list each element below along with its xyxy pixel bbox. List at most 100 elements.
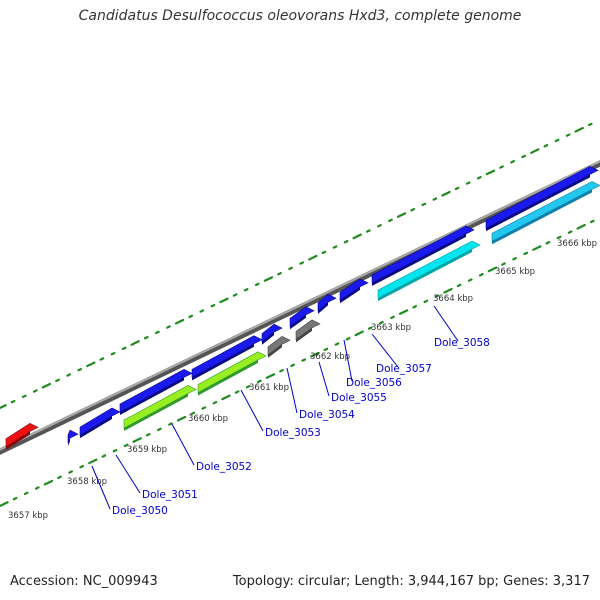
- lower-tick-minor: [501, 262, 506, 266]
- gene-arrow-dole-3053[interactable]: [197, 351, 267, 396]
- upper-tick-major: [352, 233, 362, 240]
- kbp-label: 3664 kbp: [433, 294, 473, 304]
- gene-label-dole-3051[interactable]: Dole_3051: [142, 489, 198, 501]
- upper-tick-minor: [166, 325, 171, 329]
- lower-tick-minor: [467, 278, 473, 282]
- lower-tick-minor: [345, 337, 351, 341]
- kbp-label: 3660 kbp: [188, 414, 228, 424]
- lower-tick-major: [576, 223, 586, 230]
- lower-tick-major: [132, 437, 142, 443]
- gene-arrow-upper-2[interactable]: [191, 335, 263, 381]
- upper-tick-minor: [543, 144, 549, 148]
- gene-arrow-small-3[interactable]: [317, 293, 337, 314]
- upper-tick-minor: [388, 218, 393, 223]
- gene-label-dole-3054[interactable]: Dole_3054: [299, 409, 355, 421]
- gene-arrow-dole-3057[interactable]: [371, 225, 475, 286]
- gene-label-dole-3056[interactable]: Dole_3056: [346, 377, 402, 389]
- lower-tick-major: [43, 479, 54, 486]
- gene-label-dole-3052[interactable]: Dole_3052: [196, 461, 252, 473]
- upper-tick-major: [174, 318, 185, 325]
- upper-tick-major: [574, 126, 584, 133]
- upper-tick-minor: [454, 186, 460, 191]
- lower-tick-minor: [256, 379, 262, 384]
- kbp-label: 3662 kbp: [310, 352, 350, 362]
- lower-tick-minor: [290, 363, 295, 368]
- lower-tick-major: [398, 309, 409, 315]
- upper-tick-minor: [365, 229, 371, 233]
- lower-tick-major: [354, 330, 364, 337]
- gene-arrow-small-2[interactable]: [289, 306, 315, 330]
- upper-tick-minor: [499, 165, 504, 169]
- upper-tick-minor: [510, 160, 515, 164]
- lower-tick-minor: [412, 305, 418, 309]
- gene-label-dole-3050[interactable]: Dole_3050: [112, 505, 168, 517]
- upper-tick-minor: [10, 399, 16, 404]
- lower-tick-minor: [567, 230, 573, 234]
- gene-label-leader-line: [91, 465, 111, 510]
- gene-arrow-upper-long[interactable]: [485, 166, 599, 232]
- gene-label-leader-line: [433, 305, 459, 342]
- lower-tick-minor: [168, 422, 173, 426]
- upper-tick-minor: [587, 122, 593, 127]
- upper-tick-minor: [243, 288, 249, 292]
- lower-tick-minor: [112, 448, 118, 453]
- gene-arrow-dole-3051[interactable]: [79, 407, 121, 439]
- lower-tick-major: [176, 415, 187, 422]
- gene-arrow-dole-3050[interactable]: [67, 429, 79, 446]
- gene-label-dole-3058[interactable]: Dole_3058: [434, 337, 490, 349]
- upper-tick-major: [530, 148, 540, 154]
- gene-arrow-dole-3054[interactable]: [267, 335, 291, 358]
- lower-tick-track: [0, 219, 595, 507]
- gene-arrow-lower-long[interactable]: [491, 181, 600, 245]
- upper-tick-major: [396, 212, 407, 218]
- lower-tick-minor: [478, 273, 484, 277]
- gene-label-leader-line: [318, 361, 330, 397]
- lower-tick-minor: [523, 251, 529, 256]
- lower-tick-minor: [145, 432, 151, 437]
- upper-tick-minor: [476, 176, 482, 180]
- kbp-label: 3659 kbp: [127, 445, 167, 455]
- upper-tick-major: [86, 361, 96, 368]
- gene-arrow-dole-3058[interactable]: [377, 240, 481, 302]
- lower-tick-minor: [456, 283, 462, 288]
- upper-tick-minor: [554, 138, 560, 143]
- lower-tick-minor: [34, 486, 40, 490]
- accession-text: Accession: NC_009943: [10, 574, 158, 589]
- gene-label-dole-3053[interactable]: Dole_3053: [265, 427, 321, 439]
- upper-tick-minor: [55, 378, 60, 383]
- gene-label-dole-3055[interactable]: Dole_3055: [331, 392, 387, 404]
- upper-tick-minor: [565, 133, 571, 137]
- upper-tick-minor: [21, 394, 27, 399]
- lower-tick-minor: [234, 390, 240, 394]
- lower-tick-major: [0, 501, 9, 507]
- lower-tick-minor: [57, 475, 62, 480]
- upper-tick-minor: [410, 208, 416, 212]
- lower-tick-minor: [334, 342, 340, 346]
- lower-tick-minor: [157, 427, 162, 432]
- upper-tick-minor: [421, 202, 427, 207]
- lower-tick-major: [265, 373, 276, 379]
- upper-tick-minor: [254, 282, 260, 287]
- gene-arrow-dole-3052-upper[interactable]: [119, 369, 193, 415]
- lower-tick-minor: [279, 369, 284, 373]
- gene-label-dole-3057[interactable]: Dole_3057: [376, 363, 432, 375]
- lower-tick-major: [221, 394, 231, 401]
- kbp-label: 3665 kbp: [495, 267, 535, 277]
- gene-arrow-red[interactable]: [5, 423, 39, 450]
- gene-arrow-dole-3055[interactable]: [295, 319, 321, 343]
- upper-tick-minor: [321, 250, 327, 255]
- upper-tick-major: [308, 254, 318, 261]
- lower-tick-minor: [390, 315, 395, 320]
- lower-tick-major: [487, 266, 498, 273]
- gene-arrow-dole-3056[interactable]: [339, 278, 369, 304]
- upper-tick-minor: [210, 304, 216, 308]
- lower-tick-minor: [12, 496, 18, 501]
- lower-tick-minor: [323, 347, 329, 352]
- lower-tick-minor: [123, 443, 129, 448]
- upper-tick-minor: [232, 293, 238, 297]
- kbp-label: 3661 kbp: [249, 383, 289, 393]
- lower-tick-minor: [434, 294, 440, 298]
- gene-arrow-small-1[interactable]: [261, 323, 283, 345]
- gene-arrow-dole-3052[interactable]: [123, 385, 197, 432]
- upper-tick-minor: [299, 261, 305, 265]
